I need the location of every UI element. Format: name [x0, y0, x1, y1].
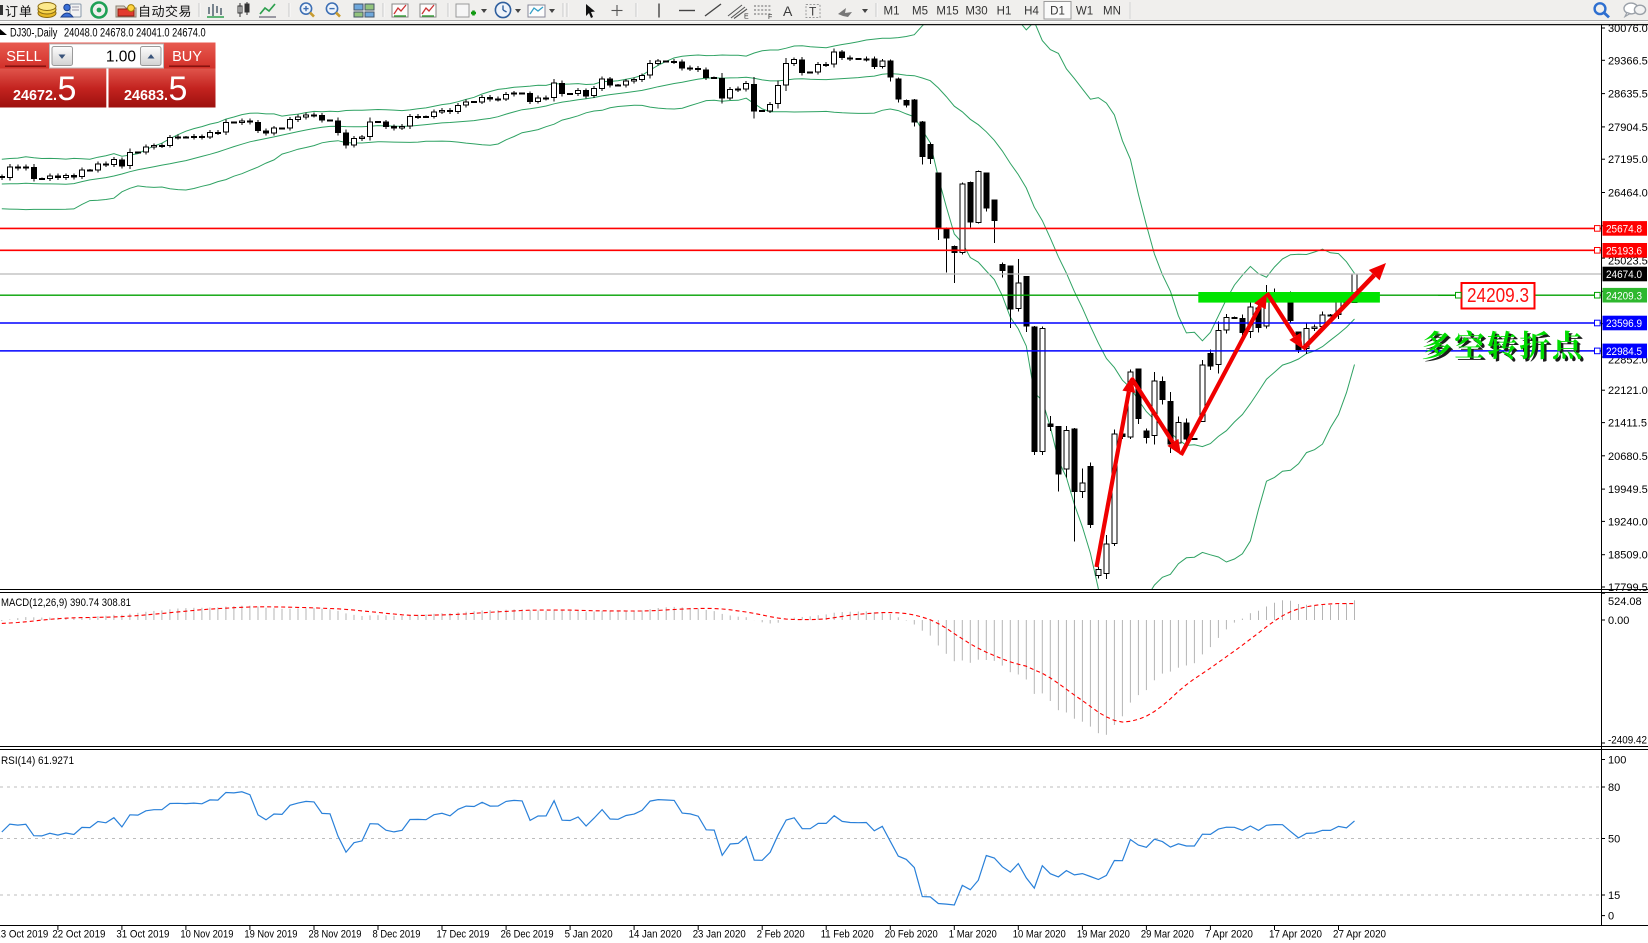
- svg-text:25023.5: 25023.5: [1608, 256, 1648, 268]
- svg-text:0.00: 0.00: [1608, 615, 1629, 627]
- svg-text:13 Oct 2019: 13 Oct 2019: [0, 929, 48, 941]
- svg-text:A: A: [783, 3, 793, 19]
- svg-text:19949.5: 19949.5: [1608, 484, 1648, 496]
- svg-text:100: 100: [1608, 755, 1626, 767]
- svg-text:11 Feb 2020: 11 Feb 2020: [821, 929, 874, 941]
- svg-text:24672.: 24672.: [13, 88, 57, 104]
- svg-text:21411.5: 21411.5: [1608, 418, 1647, 430]
- svg-text:17799.5: 17799.5: [1608, 582, 1648, 594]
- svg-text:17 Dec 2019: 17 Dec 2019: [437, 929, 490, 941]
- svg-text:DJ30-,Daily: DJ30-,Daily: [10, 27, 58, 39]
- svg-text:W1: W1: [1076, 6, 1093, 18]
- svg-text:80: 80: [1608, 782, 1620, 794]
- svg-text:H1: H1: [997, 6, 1012, 18]
- svg-text:24209.3: 24209.3: [1606, 290, 1642, 302]
- svg-text:27 Apr 2020: 27 Apr 2020: [1333, 929, 1386, 941]
- svg-text:19 Nov 2019: 19 Nov 2019: [244, 929, 297, 941]
- svg-text:H4: H4: [1024, 6, 1039, 18]
- svg-text:2 Feb 2020: 2 Feb 2020: [757, 929, 805, 941]
- svg-text:30076.0: 30076.0: [1608, 23, 1648, 35]
- svg-text:M15: M15: [936, 6, 958, 18]
- svg-text:27195.0: 27195.0: [1608, 154, 1648, 166]
- svg-text:22 Oct 2019: 22 Oct 2019: [52, 929, 105, 941]
- svg-text:18509.0: 18509.0: [1608, 550, 1648, 562]
- svg-text:8 Dec 2019: 8 Dec 2019: [373, 929, 421, 941]
- svg-text:17 Apr 2020: 17 Apr 2020: [1269, 929, 1322, 941]
- svg-text:D1: D1: [1050, 6, 1065, 18]
- svg-text:M1: M1: [884, 6, 900, 18]
- svg-text:26 Dec 2019: 26 Dec 2019: [501, 929, 554, 941]
- svg-text:20 Feb 2020: 20 Feb 2020: [885, 929, 938, 941]
- svg-text:28 Nov 2019: 28 Nov 2019: [309, 929, 362, 941]
- svg-text:29366.5: 29366.5: [1608, 55, 1648, 67]
- svg-text:M30: M30: [965, 6, 987, 18]
- svg-text:-2409.42: -2409.42: [1608, 735, 1647, 747]
- svg-text:31 Oct 2019: 31 Oct 2019: [116, 929, 169, 941]
- svg-text:5: 5: [169, 70, 188, 108]
- svg-text:524.08: 524.08: [1608, 596, 1642, 608]
- svg-text:7 Apr 2020: 7 Apr 2020: [1205, 929, 1253, 941]
- svg-text:23 Jan 2020: 23 Jan 2020: [693, 929, 746, 941]
- svg-text:26464.0: 26464.0: [1608, 188, 1648, 200]
- svg-text:M5: M5: [912, 6, 928, 18]
- svg-text:24209.3: 24209.3: [1467, 284, 1529, 307]
- svg-text:1.00: 1.00: [106, 49, 137, 66]
- svg-text:29 Mar 2020: 29 Mar 2020: [1141, 929, 1194, 941]
- svg-text:5: 5: [58, 70, 77, 108]
- svg-text:20680.5: 20680.5: [1608, 451, 1648, 463]
- svg-text:22984.5: 22984.5: [1606, 346, 1642, 358]
- svg-text:5 Jan 2020: 5 Jan 2020: [565, 929, 613, 941]
- svg-text:14 Jan 2020: 14 Jan 2020: [629, 929, 682, 941]
- svg-text:19240.0: 19240.0: [1608, 516, 1648, 528]
- svg-text:10 Nov 2019: 10 Nov 2019: [180, 929, 233, 941]
- svg-text:0: 0: [1608, 911, 1614, 923]
- svg-text:BUY: BUY: [172, 49, 202, 65]
- svg-text:27904.5: 27904.5: [1608, 122, 1648, 134]
- svg-text:10 Mar 2020: 10 Mar 2020: [1013, 929, 1066, 941]
- svg-text:24674.0: 24674.0: [1606, 269, 1642, 281]
- svg-text:22121.0: 22121.0: [1608, 385, 1648, 397]
- svg-text:MN: MN: [1103, 6, 1121, 18]
- svg-text:25674.8: 25674.8: [1606, 224, 1642, 236]
- svg-text:23596.9: 23596.9: [1606, 318, 1642, 330]
- svg-text:RSI(14) 61.9271: RSI(14) 61.9271: [1, 755, 74, 767]
- svg-text:19 Mar 2020: 19 Mar 2020: [1077, 929, 1130, 941]
- svg-text:T: T: [809, 5, 817, 19]
- svg-text:24048.0 24678.0 24041.0 24674.: 24048.0 24678.0 24041.0 24674.0: [64, 27, 206, 39]
- svg-text:50: 50: [1608, 834, 1620, 846]
- svg-text:F: F: [768, 14, 772, 21]
- svg-text:E: E: [744, 14, 749, 21]
- svg-text:15: 15: [1608, 890, 1620, 902]
- svg-text:25193.6: 25193.6: [1606, 246, 1642, 258]
- svg-text:28635.5: 28635.5: [1608, 89, 1648, 101]
- svg-text:MACD(12,26,9) 390.74 308.81: MACD(12,26,9) 390.74 308.81: [1, 597, 131, 609]
- svg-text:1 Mar 2020: 1 Mar 2020: [949, 929, 997, 941]
- svg-text:24683.: 24683.: [124, 88, 168, 104]
- svg-text:SELL: SELL: [6, 49, 41, 65]
